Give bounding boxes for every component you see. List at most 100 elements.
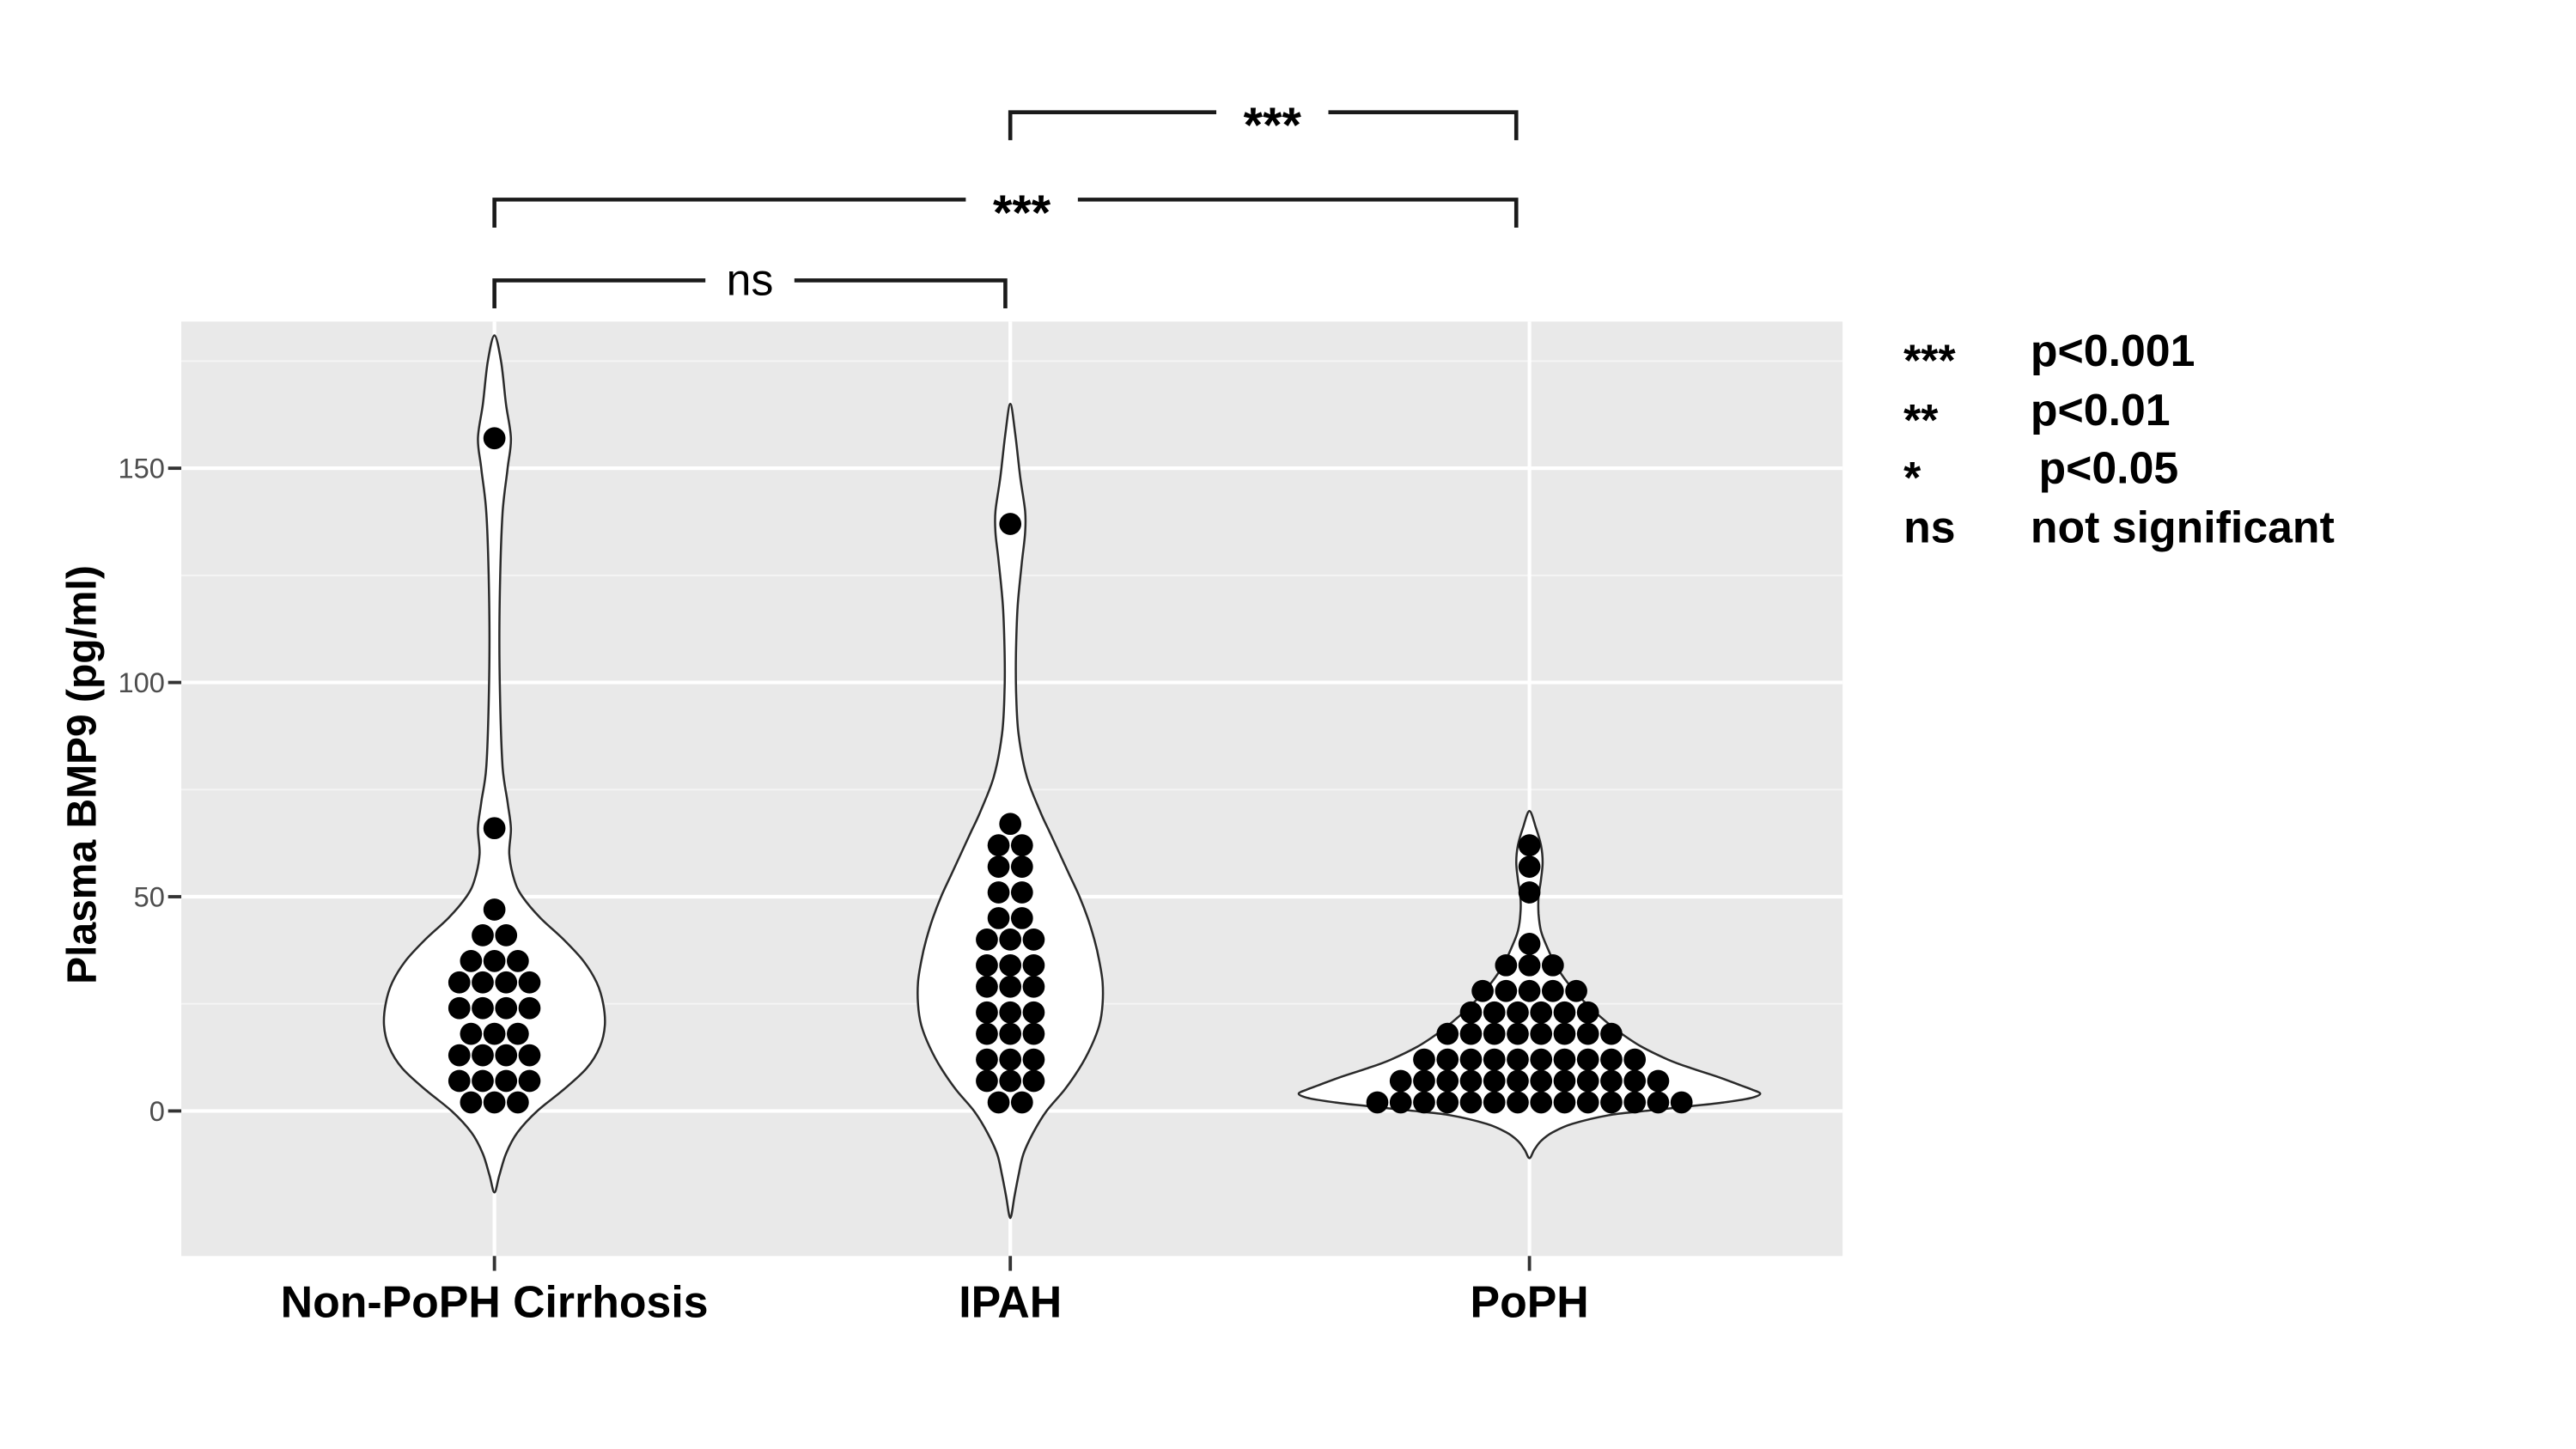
data-dot: [1389, 1069, 1412, 1093]
data-dot: [1483, 1048, 1506, 1071]
data-dot: [1600, 1069, 1623, 1093]
bracket-line-right-1: [1077, 198, 1519, 228]
legend: *** p<0.001 ** p<0.01 * p<0.05 ns not si…: [1903, 326, 2335, 551]
data-dot: [1389, 1091, 1412, 1114]
bracket-line-left-2: [492, 278, 706, 309]
data-dot: [1022, 975, 1045, 998]
y-tick-label-100: 100: [118, 667, 164, 698]
data-dot: [1553, 1001, 1576, 1024]
violin-outline-0: [382, 334, 606, 1194]
data-dot: [1518, 834, 1541, 856]
data-dot: [1670, 1091, 1693, 1114]
data-dot: [1010, 834, 1033, 856]
legend-symbol-ns: ns: [1903, 502, 1955, 551]
data-dot: [1530, 1001, 1553, 1024]
data-dot: [1623, 1069, 1647, 1093]
data-dot: [999, 928, 1022, 951]
data-dot: [495, 996, 518, 1020]
data-dot: [1553, 1022, 1576, 1045]
data-dot: [1530, 1048, 1553, 1071]
data-dot: [976, 928, 998, 951]
data-dot: [1010, 855, 1033, 878]
legend-label-ns: not significant: [2031, 502, 2335, 551]
data-dot: [1436, 1022, 1459, 1045]
data-dot: [460, 1022, 483, 1045]
data-dot: [1483, 1091, 1506, 1114]
brackets-layer: [492, 110, 1519, 309]
data-dot: [999, 975, 1022, 998]
data-dot: [1623, 1091, 1647, 1114]
data-dot: [448, 1069, 471, 1093]
data-dot: [1413, 1069, 1435, 1093]
data-dot: [1459, 1048, 1483, 1071]
data-dot: [1507, 1069, 1529, 1093]
data-dot: [987, 907, 1010, 929]
data-dot: [1483, 1069, 1506, 1093]
x-category-label-poph: PoPH: [1471, 1276, 1589, 1326]
data-dot: [483, 1022, 506, 1045]
bracket-label-ipah-vs-poph: ***: [1244, 98, 1302, 153]
data-dot: [1507, 1091, 1529, 1114]
data-dot: [483, 898, 506, 921]
data-dot: [999, 1022, 1022, 1045]
data-dot: [976, 1069, 998, 1093]
legend-label-p01: p<0.01: [2031, 385, 2171, 435]
data-dot: [483, 427, 506, 450]
data-dot: [987, 881, 1010, 904]
data-dot: [999, 1069, 1022, 1093]
bracket-line-left-0: [1008, 110, 1217, 141]
data-dot: [1530, 1091, 1553, 1114]
data-dot: [1010, 1091, 1033, 1114]
legend-symbol-p01: **: [1903, 395, 1939, 445]
legend-symbol-p001: ***: [1903, 336, 1956, 386]
data-dot: [1541, 979, 1564, 1002]
data-dot: [1530, 1069, 1553, 1093]
data-dot: [483, 949, 506, 972]
data-dot: [1459, 1069, 1483, 1093]
data-dot: [1459, 1091, 1483, 1114]
data-dot: [507, 1022, 529, 1045]
data-dot: [1565, 979, 1587, 1002]
data-dot: [1518, 881, 1541, 904]
data-dot: [1576, 1022, 1599, 1045]
data-dot: [460, 1091, 483, 1114]
data-dot: [495, 924, 518, 947]
data-dot: [1507, 1022, 1529, 1045]
data-dot: [1495, 979, 1518, 1002]
data-dot: [987, 834, 1010, 856]
data-dot: [1507, 1048, 1529, 1071]
data-dot: [1022, 953, 1045, 977]
data-dot: [507, 1091, 529, 1114]
data-dot: [518, 1069, 541, 1093]
x-category-label-ipah: IPAH: [959, 1276, 1062, 1326]
data-dot: [1647, 1091, 1670, 1114]
data-dot: [1518, 953, 1541, 977]
data-dot: [1600, 1048, 1623, 1071]
y-tick-label-150: 150: [118, 453, 164, 484]
data-dot: [1366, 1091, 1389, 1114]
data-dot: [1576, 1069, 1599, 1093]
data-dot: [483, 817, 506, 840]
bracket-line-right-0: [1328, 110, 1519, 141]
y-axis-title: Plasma BMP9 (pg/ml): [59, 565, 105, 984]
data-dot: [507, 949, 529, 972]
data-dot: [448, 971, 471, 994]
bracket-line-left-1: [492, 198, 966, 228]
data-dot: [987, 855, 1010, 878]
data-dot: [1471, 979, 1494, 1002]
data-dot: [1483, 1022, 1506, 1045]
data-dot: [472, 996, 494, 1020]
data-dot: [1576, 1001, 1599, 1024]
dots-layer: [448, 427, 1693, 1114]
data-dot: [1022, 1022, 1045, 1045]
data-dot: [518, 1044, 541, 1067]
data-dot: [1413, 1091, 1435, 1114]
data-dot: [1010, 881, 1033, 904]
data-dot: [1022, 1069, 1045, 1093]
data-dot: [1436, 1048, 1459, 1071]
data-dot: [1436, 1069, 1459, 1093]
data-dot: [999, 513, 1022, 535]
data-dot: [448, 996, 471, 1020]
